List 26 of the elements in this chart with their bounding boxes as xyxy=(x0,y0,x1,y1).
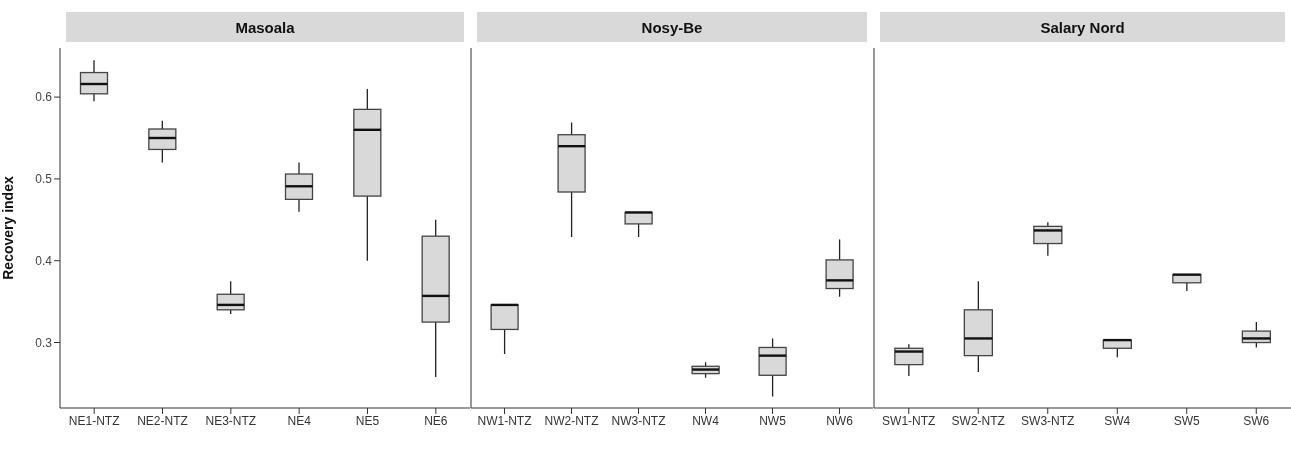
x-tick-label: NE6 xyxy=(424,413,448,428)
x-tick-label: NW1-NTZ xyxy=(477,413,532,428)
x-tick-label: SW5 xyxy=(1173,413,1201,428)
x-tick-label: SW4 xyxy=(1104,413,1131,428)
x-tick-label: NE1-NTZ xyxy=(68,413,120,428)
chart-title: Salary Nord xyxy=(880,12,1285,42)
y-tick-label: 0.3 xyxy=(35,335,53,350)
chart-title: Nosy-Be xyxy=(477,12,867,42)
x-tick-label: NW4 xyxy=(692,413,720,428)
y-tick-label: 0.4 xyxy=(35,253,53,268)
x-tick-label: NW6 xyxy=(826,413,854,428)
x-tick-label: SW3-NTZ xyxy=(1021,413,1075,428)
y-tick-label: 0.5 xyxy=(35,172,53,187)
x-tick-label: SW1-NTZ xyxy=(882,413,936,428)
chart-title: Masoala xyxy=(66,12,464,42)
x-tick-label: SW6 xyxy=(1243,413,1270,428)
y-axis-title: Recovery index xyxy=(0,176,16,280)
x-tick-label: NW2-NTZ xyxy=(544,413,599,428)
x-tick-label: NE3-NTZ xyxy=(205,413,257,428)
y-tick-label: 0.6 xyxy=(35,90,53,105)
x-tick-label: NE2-NTZ xyxy=(137,413,188,428)
x-tick-label: NE5 xyxy=(355,413,380,428)
x-tick-label: SW2-NTZ xyxy=(951,413,1005,428)
x-tick-label: NW5 xyxy=(759,413,787,428)
x-tick-label: NE4 xyxy=(287,413,312,428)
x-tick-label: NW3-NTZ xyxy=(611,413,666,428)
